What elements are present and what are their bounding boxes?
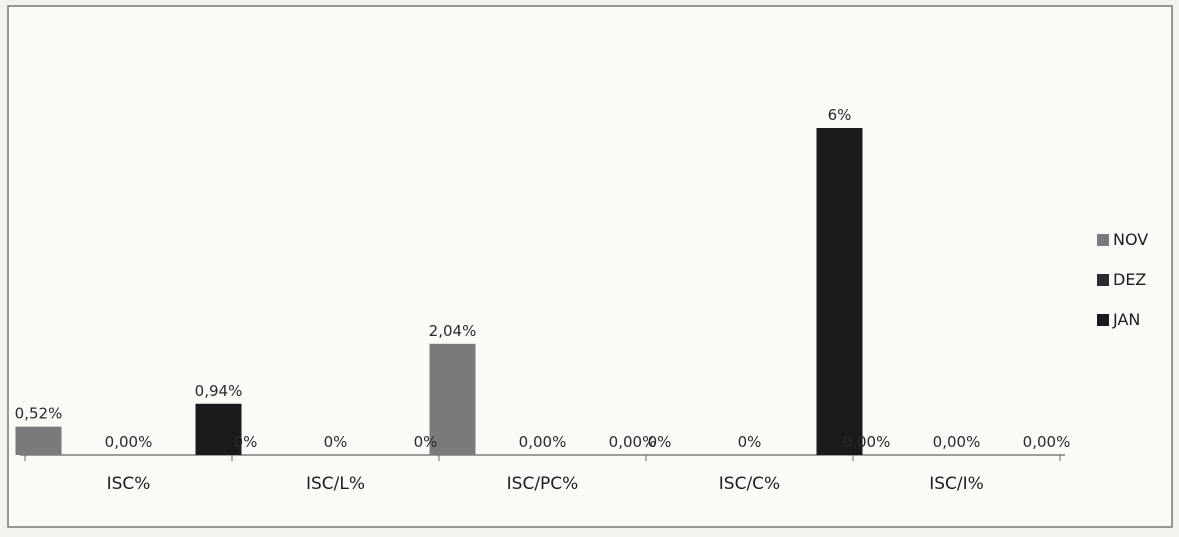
data-label: 0,00% xyxy=(933,433,981,451)
data-label: 0,00% xyxy=(519,433,567,451)
x-tick-label: ISC/I% xyxy=(929,474,984,494)
x-tick-label: ISC/C% xyxy=(719,474,780,494)
data-label: 0,00% xyxy=(105,433,153,451)
data-label: 0% xyxy=(648,433,672,451)
data-label: 0% xyxy=(414,433,438,451)
legend-entry: NOV xyxy=(1113,230,1148,249)
data-label: 0,52% xyxy=(15,405,63,423)
chart-border xyxy=(7,5,1173,528)
data-label: 0% xyxy=(234,433,258,451)
data-label: 0,00% xyxy=(609,433,657,451)
bar-nov-0 xyxy=(15,426,62,455)
data-label: 0% xyxy=(324,433,348,451)
x-tick-label: ISC/L% xyxy=(306,474,365,494)
x-tick-label: ISC% xyxy=(107,474,151,494)
data-label: 0,00% xyxy=(843,433,891,451)
bar-nov-2 xyxy=(429,343,476,455)
data-label: 0% xyxy=(738,433,762,451)
bar-jan-0 xyxy=(195,403,242,455)
x-tick-label: ISC/PC% xyxy=(507,474,579,494)
legend-entry: JAN xyxy=(1112,310,1140,329)
legend-swatch xyxy=(1097,274,1109,286)
data-label: 6% xyxy=(828,106,852,124)
data-label: 0,00% xyxy=(1023,433,1071,451)
legend-swatch xyxy=(1097,314,1109,326)
data-label: 2,04% xyxy=(429,322,477,340)
legend-entry: DEZ xyxy=(1113,270,1146,289)
data-label: 0,94% xyxy=(195,382,243,400)
legend: NOV DEZ JAN xyxy=(1097,230,1148,329)
legend-swatch xyxy=(1097,234,1109,246)
bar-jan-3 xyxy=(816,128,863,455)
